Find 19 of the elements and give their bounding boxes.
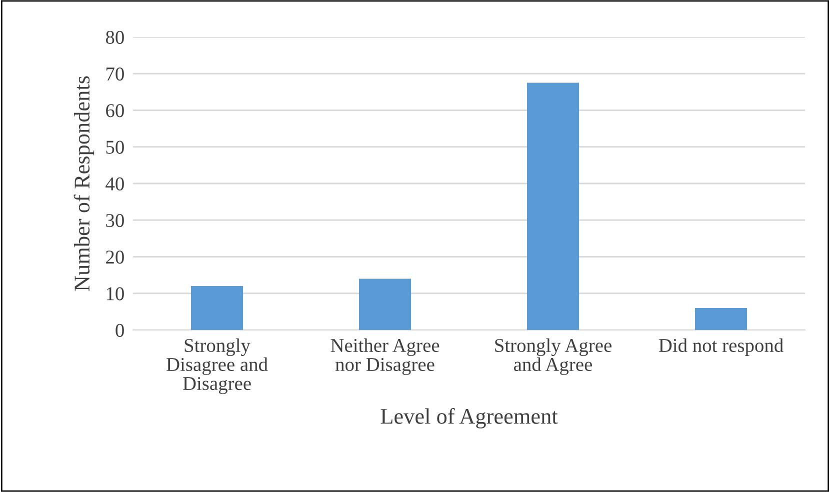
bar — [190, 286, 244, 330]
bar — [694, 308, 748, 330]
x-axis-title: Level of Agreement — [380, 408, 558, 428]
y-tick-label: 50 — [106, 140, 124, 154]
y-tick-label: 40 — [106, 177, 124, 190]
y-axis-title: Number of Respondents — [74, 76, 94, 291]
y-tick-label: 20 — [106, 250, 124, 264]
bar — [358, 278, 412, 330]
y-tick-label: 10 — [106, 287, 124, 300]
y-tick-label: 60 — [106, 104, 124, 118]
x-tick-label: Strongly Disagree and Disagree — [166, 338, 268, 394]
bar — [526, 82, 580, 330]
x-tick-label: Strongly Agree and Agree — [495, 338, 612, 376]
y-tick-label: 70 — [106, 67, 124, 81]
x-tick-label: Neither Agree nor Disagree — [330, 338, 440, 376]
x-tick-label: Did not respond — [658, 338, 784, 356]
y-tick-label: 80 — [106, 30, 124, 44]
y-tick-label: 0 — [116, 324, 124, 337]
y-tick-label: 30 — [106, 214, 124, 228]
